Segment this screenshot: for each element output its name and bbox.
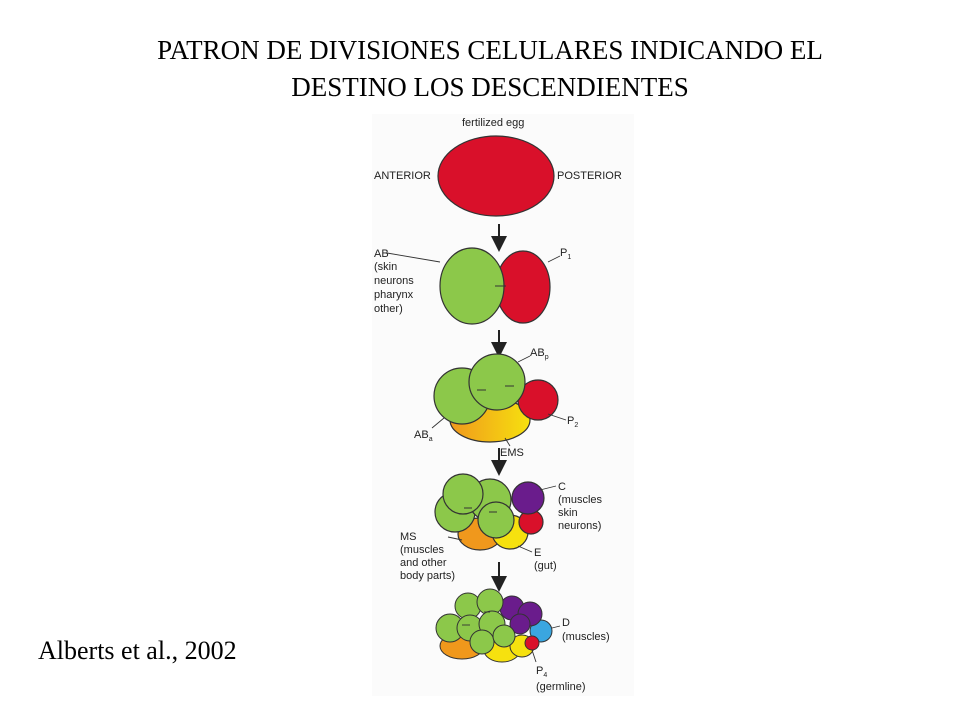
ms-fate-3: body parts) — [400, 570, 455, 582]
c-fate-2: skin — [558, 507, 578, 519]
abp-label: ABp — [530, 347, 549, 361]
p4-label: P4 — [536, 665, 547, 679]
abp-cell — [468, 353, 526, 411]
p2-label: P2 — [567, 415, 578, 429]
ab-descendant-6 — [469, 629, 495, 655]
ab-descendant-7 — [492, 624, 516, 648]
ab-fate-4: other) — [374, 303, 403, 315]
ab-fate-2: neurons — [374, 275, 414, 287]
egg-cell — [437, 135, 555, 217]
title-line-2: DESTINO LOS DESCENDIENTES — [291, 72, 689, 102]
c-cell — [511, 481, 545, 515]
c-descendant-3 — [509, 613, 531, 635]
d-fate: (muscles) — [562, 631, 610, 643]
title-line-1: PATRON DE DIVISIONES CELULARES INDICANDO… — [157, 35, 823, 65]
fertilized-egg-label: fertilized egg — [462, 117, 524, 129]
ms-fate-1: (muscles — [400, 544, 445, 556]
stage-1-fertilized-egg: fertilized egg ANTERIOR POSTERIOR — [374, 117, 622, 217]
posterior-label: POSTERIOR — [557, 170, 622, 182]
e-label: E — [534, 547, 541, 559]
ms-label: MS — [400, 531, 417, 543]
c-label: C — [558, 481, 566, 493]
p4-fate: (germline) — [536, 681, 586, 693]
ab-cell — [439, 247, 505, 325]
page-title: PATRON DE DIVISIONES CELULARES INDICANDO… — [0, 32, 960, 106]
c-fate-1: (muscles — [558, 494, 603, 506]
e-fate: (gut) — [534, 560, 557, 572]
citation: Alberts et al., 2002 — [38, 636, 237, 665]
ab-label: AB — [374, 248, 389, 260]
ab-fate-3: pharynx — [374, 289, 414, 301]
ab-cell-4 — [477, 501, 515, 539]
stage-2-two-cell: AB (skin neurons pharynx other) P1 — [374, 247, 571, 325]
ems-label: EMS — [500, 447, 524, 459]
ab-fate-1: (skin — [374, 261, 397, 273]
ms-fate-2: and other — [400, 557, 447, 569]
d-label: D — [562, 617, 570, 629]
stage-5-later-embryo: D (muscles) P4 (germline) — [435, 588, 610, 693]
aba-label: ABa — [414, 429, 433, 443]
stage-4-eight-cell: C (muscles skin neurons) MS (muscles and… — [400, 473, 603, 582]
p1-label: P1 — [560, 247, 571, 261]
anterior-label: ANTERIOR — [374, 170, 431, 182]
stage-3-four-cell: ABp ABa P2 EMS — [414, 347, 578, 459]
p4-cell — [524, 635, 540, 651]
ab-cell-3 — [442, 473, 484, 515]
c-fate-3: neurons) — [558, 520, 601, 532]
